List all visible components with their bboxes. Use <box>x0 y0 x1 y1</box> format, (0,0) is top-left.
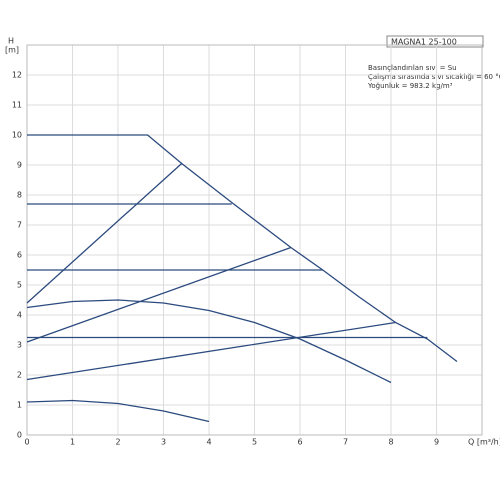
plot-frame <box>26 44 483 436</box>
y-tick-label: 12 <box>12 71 22 80</box>
x-axis-label: Q [m³/h] <box>468 438 500 447</box>
pump-curve <box>26 321 396 381</box>
y-tick-label: 4 <box>17 311 22 320</box>
y-tick-label: 10 <box>12 131 22 140</box>
x-tick-label: 5 <box>252 438 257 447</box>
y-tick-label: 11 <box>12 101 22 110</box>
x-tick-label: 0 <box>24 438 29 447</box>
y-axis-unit: [m] <box>5 46 19 55</box>
y-axis-label: H <box>8 37 14 46</box>
y-tick-label: 8 <box>17 191 22 200</box>
pump-curve <box>27 134 458 363</box>
y-tick-label: 9 <box>17 161 22 170</box>
annotation: Çalışma sırasında sıvı sıcaklığı = 60 °C <box>368 73 500 81</box>
x-tick-label: 8 <box>388 438 393 447</box>
y-tick-label: 5 <box>17 281 22 290</box>
y-tick-label: 2 <box>17 371 22 380</box>
annotation: Yoğunluk = 983.2 kg/m³ <box>367 82 453 90</box>
pump-curve <box>26 246 292 343</box>
y-tick-label: 0 <box>17 431 22 440</box>
annotation: Basınçlandırılan sıvı = Su <box>368 64 457 72</box>
model-box <box>386 35 484 48</box>
pump-curve <box>26 163 183 304</box>
x-tick-label: 3 <box>161 438 166 447</box>
y-tick-label: 7 <box>17 221 22 230</box>
x-tick-label: 1 <box>70 438 75 447</box>
y-tick-label: 3 <box>17 341 22 350</box>
x-tick-label: 4 <box>206 438 211 447</box>
pump-curve <box>26 399 210 423</box>
x-tick-label: 6 <box>297 438 302 447</box>
x-tick-label: 7 <box>343 438 348 447</box>
pump-curve <box>26 299 392 384</box>
x-tick-label: 2 <box>115 438 120 447</box>
y-tick-label: 1 <box>17 401 22 410</box>
x-tick-label: 9 <box>434 438 439 447</box>
model-label: MAGNA1 25-100 <box>391 38 457 47</box>
y-tick-label: 6 <box>17 251 22 260</box>
